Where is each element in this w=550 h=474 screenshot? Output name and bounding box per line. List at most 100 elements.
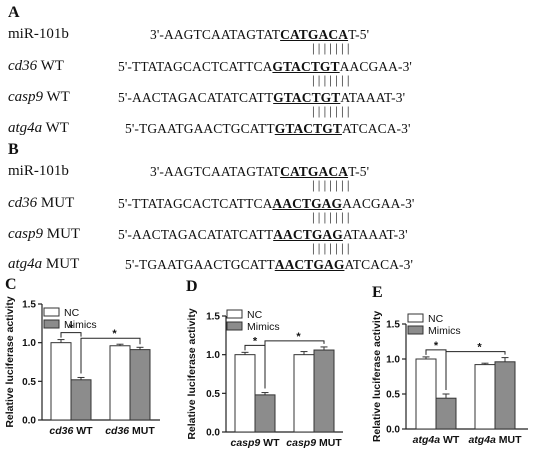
- gene-label: atg4a WT: [8, 120, 69, 137]
- gene-name: atg4a: [413, 434, 441, 446]
- legend-label: Mimics: [64, 319, 97, 331]
- y-tick-label: 0.5: [206, 389, 220, 400]
- bar-nc: [234, 354, 256, 433]
- category-suffix: WT: [260, 437, 280, 449]
- gene-label-suffix: WT: [43, 89, 70, 105]
- seed-region: AACTGAG: [273, 227, 343, 242]
- legend-label: NC: [428, 313, 444, 325]
- bar-nc: [293, 354, 315, 433]
- sequence-segment: ATCACA-3': [341, 121, 411, 136]
- chart-d: Relative luciferase activity 0.0 0.5 1.0 1.5…: [186, 308, 343, 449]
- base-pair-lines: |||||||: [312, 209, 353, 224]
- sequence-segment: 3'-AAGTCAATAGTAT: [150, 27, 281, 42]
- sequence-segment: 5'-TGAATGAACTGCATT: [125, 121, 275, 136]
- gene-name: casp9: [8, 226, 43, 242]
- gene-label: miR-101b: [8, 163, 69, 180]
- x-category-label: cd36 MUT: [105, 425, 155, 437]
- category-suffix: MUT: [316, 437, 342, 449]
- gene-name: casp9: [286, 437, 316, 449]
- x-category-label: cd36 WT: [49, 425, 93, 437]
- gene-name: atg4a: [8, 256, 43, 272]
- bar-nc: [109, 345, 131, 421]
- y-tick-label: 1.0: [22, 338, 36, 349]
- gene-label: casp9 MUT: [8, 226, 80, 243]
- sequence-segment: 5'-AACTAGACATATCATT: [118, 90, 274, 105]
- gene-label-suffix: WT: [42, 120, 69, 136]
- significance-bracket: [60, 332, 82, 338]
- y-axis-label: Relative luciferase activity: [371, 311, 383, 442]
- gene-name: casp9: [230, 437, 260, 449]
- legend-label: Mimics: [428, 325, 461, 337]
- gene-name: casp9: [8, 89, 43, 105]
- bar-mimics: [313, 349, 335, 433]
- y-tick-label: 1.0: [206, 350, 220, 361]
- gene-name: cd36: [105, 425, 129, 437]
- sequence-segment: 5'-TGAATGAACTGCATT: [125, 257, 275, 272]
- significance-bracket: [445, 351, 506, 390]
- significance-bracket: [264, 340, 325, 389]
- significance-star: *: [434, 340, 439, 352]
- base-pair-lines: |||||||: [312, 240, 353, 255]
- sequence: 5'-TGAATGAACTGCATTGTACTGTATCACA-3': [125, 121, 411, 137]
- y-tick-label: 1.5: [386, 320, 400, 331]
- x-category-label: casp9 WT: [230, 437, 280, 449]
- sequence-segment: 5'-TTATAGCACTCATTCA: [118, 196, 273, 211]
- legend-swatch-nc: [226, 309, 243, 319]
- gene-label: casp9 WT: [8, 89, 70, 106]
- category-suffix: WT: [73, 425, 93, 437]
- gene-label-suffix: MUT: [42, 256, 80, 272]
- bar-mimics: [129, 349, 151, 421]
- legend-swatch-mimics: [43, 319, 60, 329]
- gene-name: cd36: [8, 195, 38, 211]
- significance-star: *: [253, 335, 258, 347]
- base-pair-lines: |||||||: [312, 72, 353, 87]
- significance-star: *: [296, 331, 301, 343]
- x-category-label: casp9 MUT: [286, 437, 342, 449]
- y-tick-label: 0.0: [206, 428, 220, 439]
- base-pair-lines: |||||||: [312, 103, 353, 118]
- chart-e: Relative luciferase activity 0.0 0.5 1.0 1.5…: [371, 311, 528, 446]
- panel-letter-a: A: [8, 4, 20, 21]
- seed-region: CATGACA: [280, 164, 349, 179]
- legend-swatch-mimics: [407, 325, 424, 335]
- y-tick-label: 0.5: [22, 377, 36, 388]
- sequence: 5'-TGAATGAACTGCATTAACTGAGATCACA-3': [125, 257, 413, 273]
- legend-swatch-nc: [43, 307, 60, 317]
- significance-bracket: [80, 337, 141, 374]
- sequence-segment: 5'-AACTAGACATATCATT: [118, 227, 274, 242]
- bar-nc: [474, 364, 496, 430]
- bar-mimics: [70, 379, 92, 421]
- y-axis-label: Relative luciferase activity: [4, 296, 16, 427]
- seed-region: GTACTGT: [272, 59, 340, 74]
- x-category-label: atg4a WT: [413, 434, 460, 446]
- sequence-segment: AACGAA-3': [342, 196, 415, 211]
- sequence-segment: 5'-TTATAGCACTCATTCA: [118, 59, 273, 74]
- legend-label: NC: [64, 307, 80, 319]
- category-suffix: WT: [440, 434, 460, 446]
- sequence: 3'-AAGTCAATAGTATCATGACAT-5': [150, 27, 369, 43]
- gene-label-suffix: WT: [37, 58, 64, 74]
- category-suffix: MUT: [496, 434, 522, 446]
- sequence-segment: T-5': [348, 27, 370, 42]
- gene-label: miR-101b: [8, 26, 69, 43]
- bar-mimics: [494, 361, 516, 430]
- category-suffix: MUT: [129, 425, 155, 437]
- y-tick-label: 0.0: [386, 425, 400, 436]
- sequence: 3'-AAGTCAATAGTATCATGACAT-5': [150, 164, 369, 180]
- gene-label: cd36 MUT: [8, 195, 74, 212]
- bar-mimics: [435, 397, 457, 430]
- significance-star: *: [69, 323, 74, 335]
- bar-mimics: [254, 394, 276, 433]
- sequence-segment: AACGAA-3': [339, 59, 412, 74]
- gene-name: cd36: [8, 58, 38, 74]
- sequence-segment: 3'-AAGTCAATAGTAT: [150, 164, 281, 179]
- y-tick-label: 0.0: [22, 416, 36, 427]
- y-tick-label: 1.5: [206, 312, 220, 323]
- legend-swatch-nc: [407, 313, 424, 323]
- gene-name: cd36: [49, 425, 73, 437]
- legend-label: Mimics: [247, 321, 280, 333]
- sequence: 5'-TTATAGCACTCATTCAAACTGAGAACGAA-3': [118, 196, 414, 212]
- bar-nc: [415, 358, 437, 430]
- seed-region: CATGACA: [280, 27, 349, 42]
- legend-label: NC: [247, 309, 263, 321]
